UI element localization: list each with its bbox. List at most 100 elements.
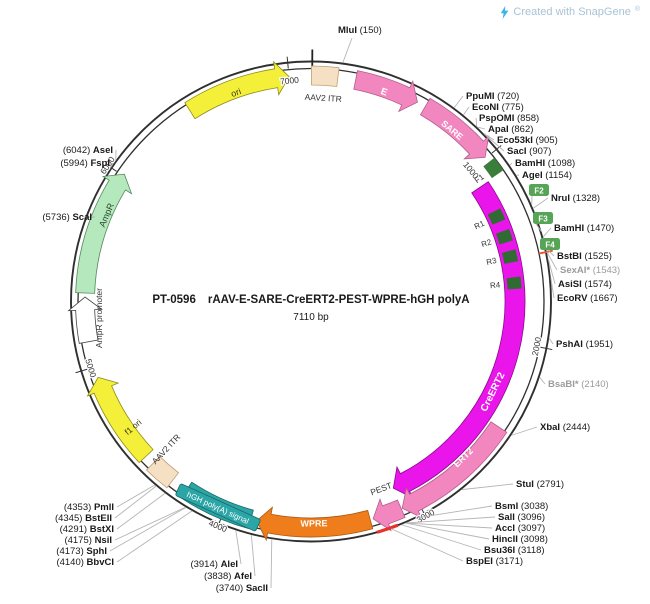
site-label-sacii-3740: (3740) SacII — [216, 583, 268, 594]
tick-label-7000: 7000 — [280, 75, 300, 87]
backbone-outer-circle — [70, 60, 552, 543]
feature-ampr — [75, 173, 133, 294]
site-leader-nrui-1328 — [532, 197, 549, 209]
site-label-apai-862: ApaI (862) — [488, 124, 533, 135]
primer-badges: F2 F3 F4 — [529, 184, 560, 251]
primer-badge-label-f2: F2 — [534, 187, 544, 196]
site-label-bstbi-1525: BstBI (1525) — [557, 251, 612, 262]
site-leader-econi-775 — [463, 106, 470, 116]
registered-mark: ® — [634, 6, 640, 13]
site-leader-bspei-3171 — [391, 528, 464, 562]
feature-label-bg-hgh-polya — [175, 483, 261, 532]
site-leader-pmli-4353 — [116, 484, 156, 508]
site-leader-ppumi-720 — [453, 95, 464, 108]
feature-label-r4-primer: R4 — [490, 280, 502, 290]
site-leader-bstxi-4291 — [116, 492, 166, 530]
tick-5000 — [75, 368, 88, 374]
site-leader-bsu36i-3118 — [401, 524, 482, 551]
site-leader-apai-862 — [477, 126, 486, 130]
feature-ori — [184, 60, 290, 120]
site-label-sexai-1543: SexAI* (1543) — [560, 265, 620, 276]
site-leader-bamhi-1470 — [542, 227, 552, 238]
site-label-alei-3914: (3914) AleI — [190, 559, 238, 570]
site-label-pshai-1951: PshAI (1951) — [556, 339, 613, 350]
restriction-sites: MluI (150) PpuMI (720)EcoNI (775)PspOMI (… — [42, 25, 620, 594]
primer-badge-f4 — [540, 238, 560, 250]
feature-label-ampr-promoter: AmpR promoter — [94, 288, 104, 348]
red-tick — [538, 249, 553, 255]
site-label-bstxi-4291: (4291) BstXI — [60, 524, 114, 535]
feature-pest — [372, 497, 406, 532]
site-leader-bamhi-1098 — [509, 162, 513, 166]
site-leader-saci-907 — [483, 133, 505, 152]
site-label-stui-2791: StuI (2791) — [516, 479, 564, 490]
site-leader-bbvci-4140 — [116, 510, 193, 563]
feature-label-pest: PEST — [369, 480, 393, 497]
site-label-pmli-4353: (4353) PmlI — [64, 502, 114, 513]
site-label-bsu36i-3118: Bsu36I (3118) — [484, 545, 545, 556]
feature-creert2 — [392, 181, 526, 499]
site-label-econi-775: EcoNI (775) — [472, 102, 524, 113]
site-leader-ecorv-1667 — [550, 277, 555, 299]
feature-label-wpre: WPRE — [300, 518, 327, 528]
watermark-text: Created with SnapGene — [513, 6, 631, 18]
site-label-sphi-4173: (4173) SphI — [56, 546, 107, 557]
primer-badge-label-f3: F3 — [538, 215, 548, 224]
badge-leader-f3 — [535, 223, 543, 232]
plasmid-title: PT-0596 rAAV-E-SARE-CreERT2-PEST-WPRE-hGH… — [152, 294, 469, 323]
primer-badge-f2 — [529, 184, 549, 196]
site-label-agei-1154: AgeI (1154) — [522, 170, 572, 181]
feature-f1-primer — [483, 157, 504, 179]
primer-badge-label-f4: F4 — [545, 241, 555, 250]
feature-label-ori: ori — [230, 86, 243, 99]
site-leader-hincii-3098 — [405, 522, 490, 540]
site-label-xbai-2444: XbaI (2444) — [540, 422, 590, 433]
feature-e-enhancer — [353, 70, 418, 113]
plasmid-name-and-construct: PT-0596 rAAV-E-SARE-CreERT2-PEST-WPRE-hGH… — [152, 294, 469, 306]
site-leader-nsii-4175 — [114, 506, 186, 541]
site-label-mlui-150: MluI (150) — [338, 25, 382, 36]
plasmid-length: 7110 bp — [293, 312, 329, 323]
feature-label-r1-primer: R1 — [473, 219, 487, 232]
feature-sare — [419, 97, 490, 160]
site-label-ecorv-1667: EcoRV (1667) — [557, 293, 618, 304]
snapgene-watermark: Created with SnapGene ® — [500, 6, 640, 19]
site-leader-bsabi-2140 — [539, 377, 546, 385]
site-leader-pshai-1951 — [548, 338, 554, 345]
feature-f1-ori — [86, 376, 154, 464]
tick-6000 — [106, 164, 117, 172]
site-label-afei-3838: (3838) AfeI — [204, 571, 252, 582]
site-label-asei-6042: (6042) AseI — [63, 145, 113, 156]
site-leader-pspomi-858 — [475, 117, 478, 127]
site-label-nsii-4175: (4175) NsiI — [64, 535, 112, 546]
feature-label-r3-primer: R3 — [486, 256, 498, 267]
feature-r1-primer — [487, 208, 506, 225]
site-label-bamhi-1098: BamHI (1098) — [515, 158, 575, 169]
site-leader-afei-3838 — [250, 534, 256, 577]
site-label-nrui-1328: NruI (1328) — [551, 193, 600, 204]
red-arc — [376, 523, 399, 534]
site-label-bamhi-1470: BamHI (1470) — [554, 223, 614, 234]
site-label-fspi-5994: (5994) FspI — [60, 158, 110, 169]
site-leader-mlui-150 — [342, 37, 353, 63]
site-label-eco53ki-905: Eco53kI (905) — [497, 135, 558, 146]
site-label-bsabi-2140: BsaBI* (2140) — [548, 379, 609, 390]
site-leader-fspi-5994 — [109, 162, 114, 169]
site-label-ppumi-720: PpuMI (720) — [466, 91, 519, 102]
site-label-bsteii-4345: (4345) BstEII — [55, 513, 112, 524]
site-leader-bsteii-4345 — [114, 485, 157, 519]
site-label-scai-5736: (5736) ScaI — [42, 212, 92, 223]
site-leader-sexai-1543 — [546, 251, 558, 271]
site-leader-xbai-2444 — [511, 426, 538, 436]
feature-r4-primer — [506, 276, 522, 290]
site-label-saci-907: SacI (907) — [507, 146, 551, 157]
site-leader-stui-2791 — [461, 483, 514, 491]
feature-r2-primer — [495, 228, 513, 245]
tick-4000 — [216, 517, 222, 529]
primer-badge-f3 — [533, 212, 553, 224]
site-label-sali-3096: SalI (3096) — [498, 512, 545, 523]
site-leader-asisi-1574 — [547, 258, 556, 285]
site-leader-alei-3914 — [235, 530, 242, 565]
